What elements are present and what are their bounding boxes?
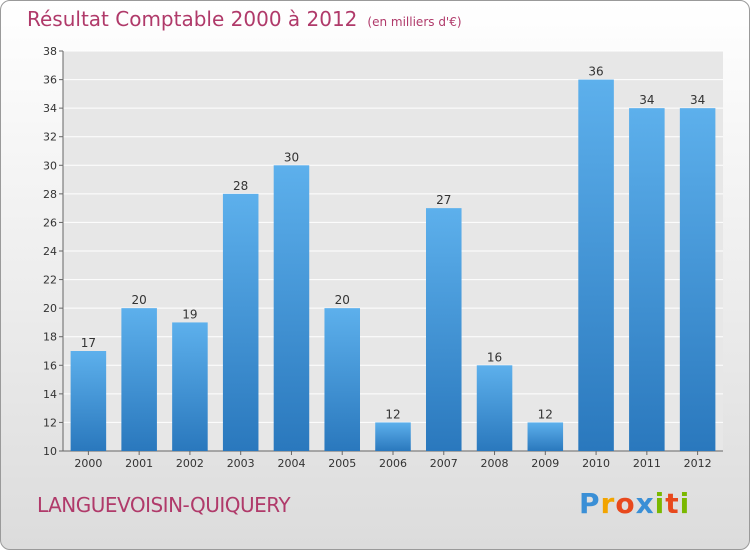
- value-label-2003: 28: [233, 179, 248, 193]
- bar-2006: [375, 422, 411, 451]
- x-tick-label-2000: 2000: [74, 457, 102, 470]
- y-tick-label: 34: [43, 102, 57, 115]
- bar-2001: [121, 308, 157, 451]
- value-label-2011: 34: [639, 93, 654, 107]
- value-label-2006: 12: [385, 407, 400, 421]
- y-tick-label: 20: [43, 302, 57, 315]
- logo-letter: i: [654, 487, 666, 520]
- y-tick-label: 12: [43, 416, 57, 429]
- bar-2011: [629, 108, 665, 452]
- x-tick-label-2003: 2003: [227, 457, 255, 470]
- y-tick-label: 16: [43, 359, 57, 372]
- value-label-2009: 12: [538, 407, 553, 421]
- y-tick-label: 24: [43, 245, 57, 258]
- y-tick-label: 36: [43, 74, 57, 87]
- logo-letter: r: [600, 487, 616, 520]
- x-tick-label-2009: 2009: [531, 457, 559, 470]
- x-tick-label-2008: 2008: [481, 457, 509, 470]
- y-tick-label: 38: [43, 45, 57, 58]
- value-label-2008: 16: [487, 350, 502, 364]
- logo-letter: x: [635, 487, 655, 520]
- x-tick-label-2002: 2002: [176, 457, 204, 470]
- value-label-2001: 20: [132, 293, 147, 307]
- chart-title: Résultat Comptable 2000 à 2012 (en millie…: [27, 7, 462, 31]
- bar-2009: [527, 422, 564, 451]
- x-tick-label-2001: 2001: [125, 457, 153, 470]
- bar-2008: [476, 365, 513, 451]
- logo-letter: t: [665, 487, 680, 520]
- logo-letter: P: [579, 487, 601, 520]
- y-tick-label: 30: [43, 159, 57, 172]
- bar-2002: [172, 322, 208, 451]
- x-tick-label-2010: 2010: [582, 457, 610, 470]
- value-label-2007: 27: [436, 193, 451, 207]
- x-tick-label-2012: 2012: [684, 457, 712, 470]
- x-tick-label-2011: 2011: [633, 457, 661, 470]
- logo-letter: i: [679, 487, 691, 520]
- y-tick-label: 32: [43, 131, 57, 144]
- y-tick-label: 18: [43, 331, 57, 344]
- bar-2000: [70, 351, 107, 451]
- bar-2010: [578, 79, 614, 452]
- x-tick-label-2005: 2005: [328, 457, 356, 470]
- y-tick-label: 10: [43, 445, 57, 458]
- value-label-2000: 17: [81, 336, 96, 350]
- y-tick-label: 22: [43, 274, 57, 287]
- title-text: Résultat Comptable 2000 à 2012: [27, 7, 358, 31]
- y-tick-label: 28: [43, 188, 57, 201]
- proxiti-logo: Proxiti: [579, 487, 690, 520]
- x-tick-label-2007: 2007: [430, 457, 458, 470]
- value-label-2002: 19: [182, 307, 197, 321]
- logo-letter: o: [615, 487, 636, 520]
- y-tick-label: 26: [43, 216, 57, 229]
- x-tick-label-2006: 2006: [379, 457, 407, 470]
- bar-2004: [273, 165, 310, 452]
- value-label-2005: 20: [335, 293, 350, 307]
- value-label-2012: 34: [690, 93, 705, 107]
- y-tick-label: 14: [43, 388, 57, 401]
- bar-2007: [426, 208, 462, 451]
- bar-2012: [679, 108, 716, 452]
- bar-2005: [324, 308, 360, 451]
- bar-2003: [222, 193, 259, 451]
- value-label-2010: 36: [588, 65, 603, 79]
- value-label-2004: 30: [284, 150, 299, 164]
- subtitle-text: (en milliers d'€): [367, 15, 462, 29]
- commune-name: LANGUEVOISIN-QUIQUERY: [37, 493, 291, 517]
- x-tick-label-2004: 2004: [277, 457, 305, 470]
